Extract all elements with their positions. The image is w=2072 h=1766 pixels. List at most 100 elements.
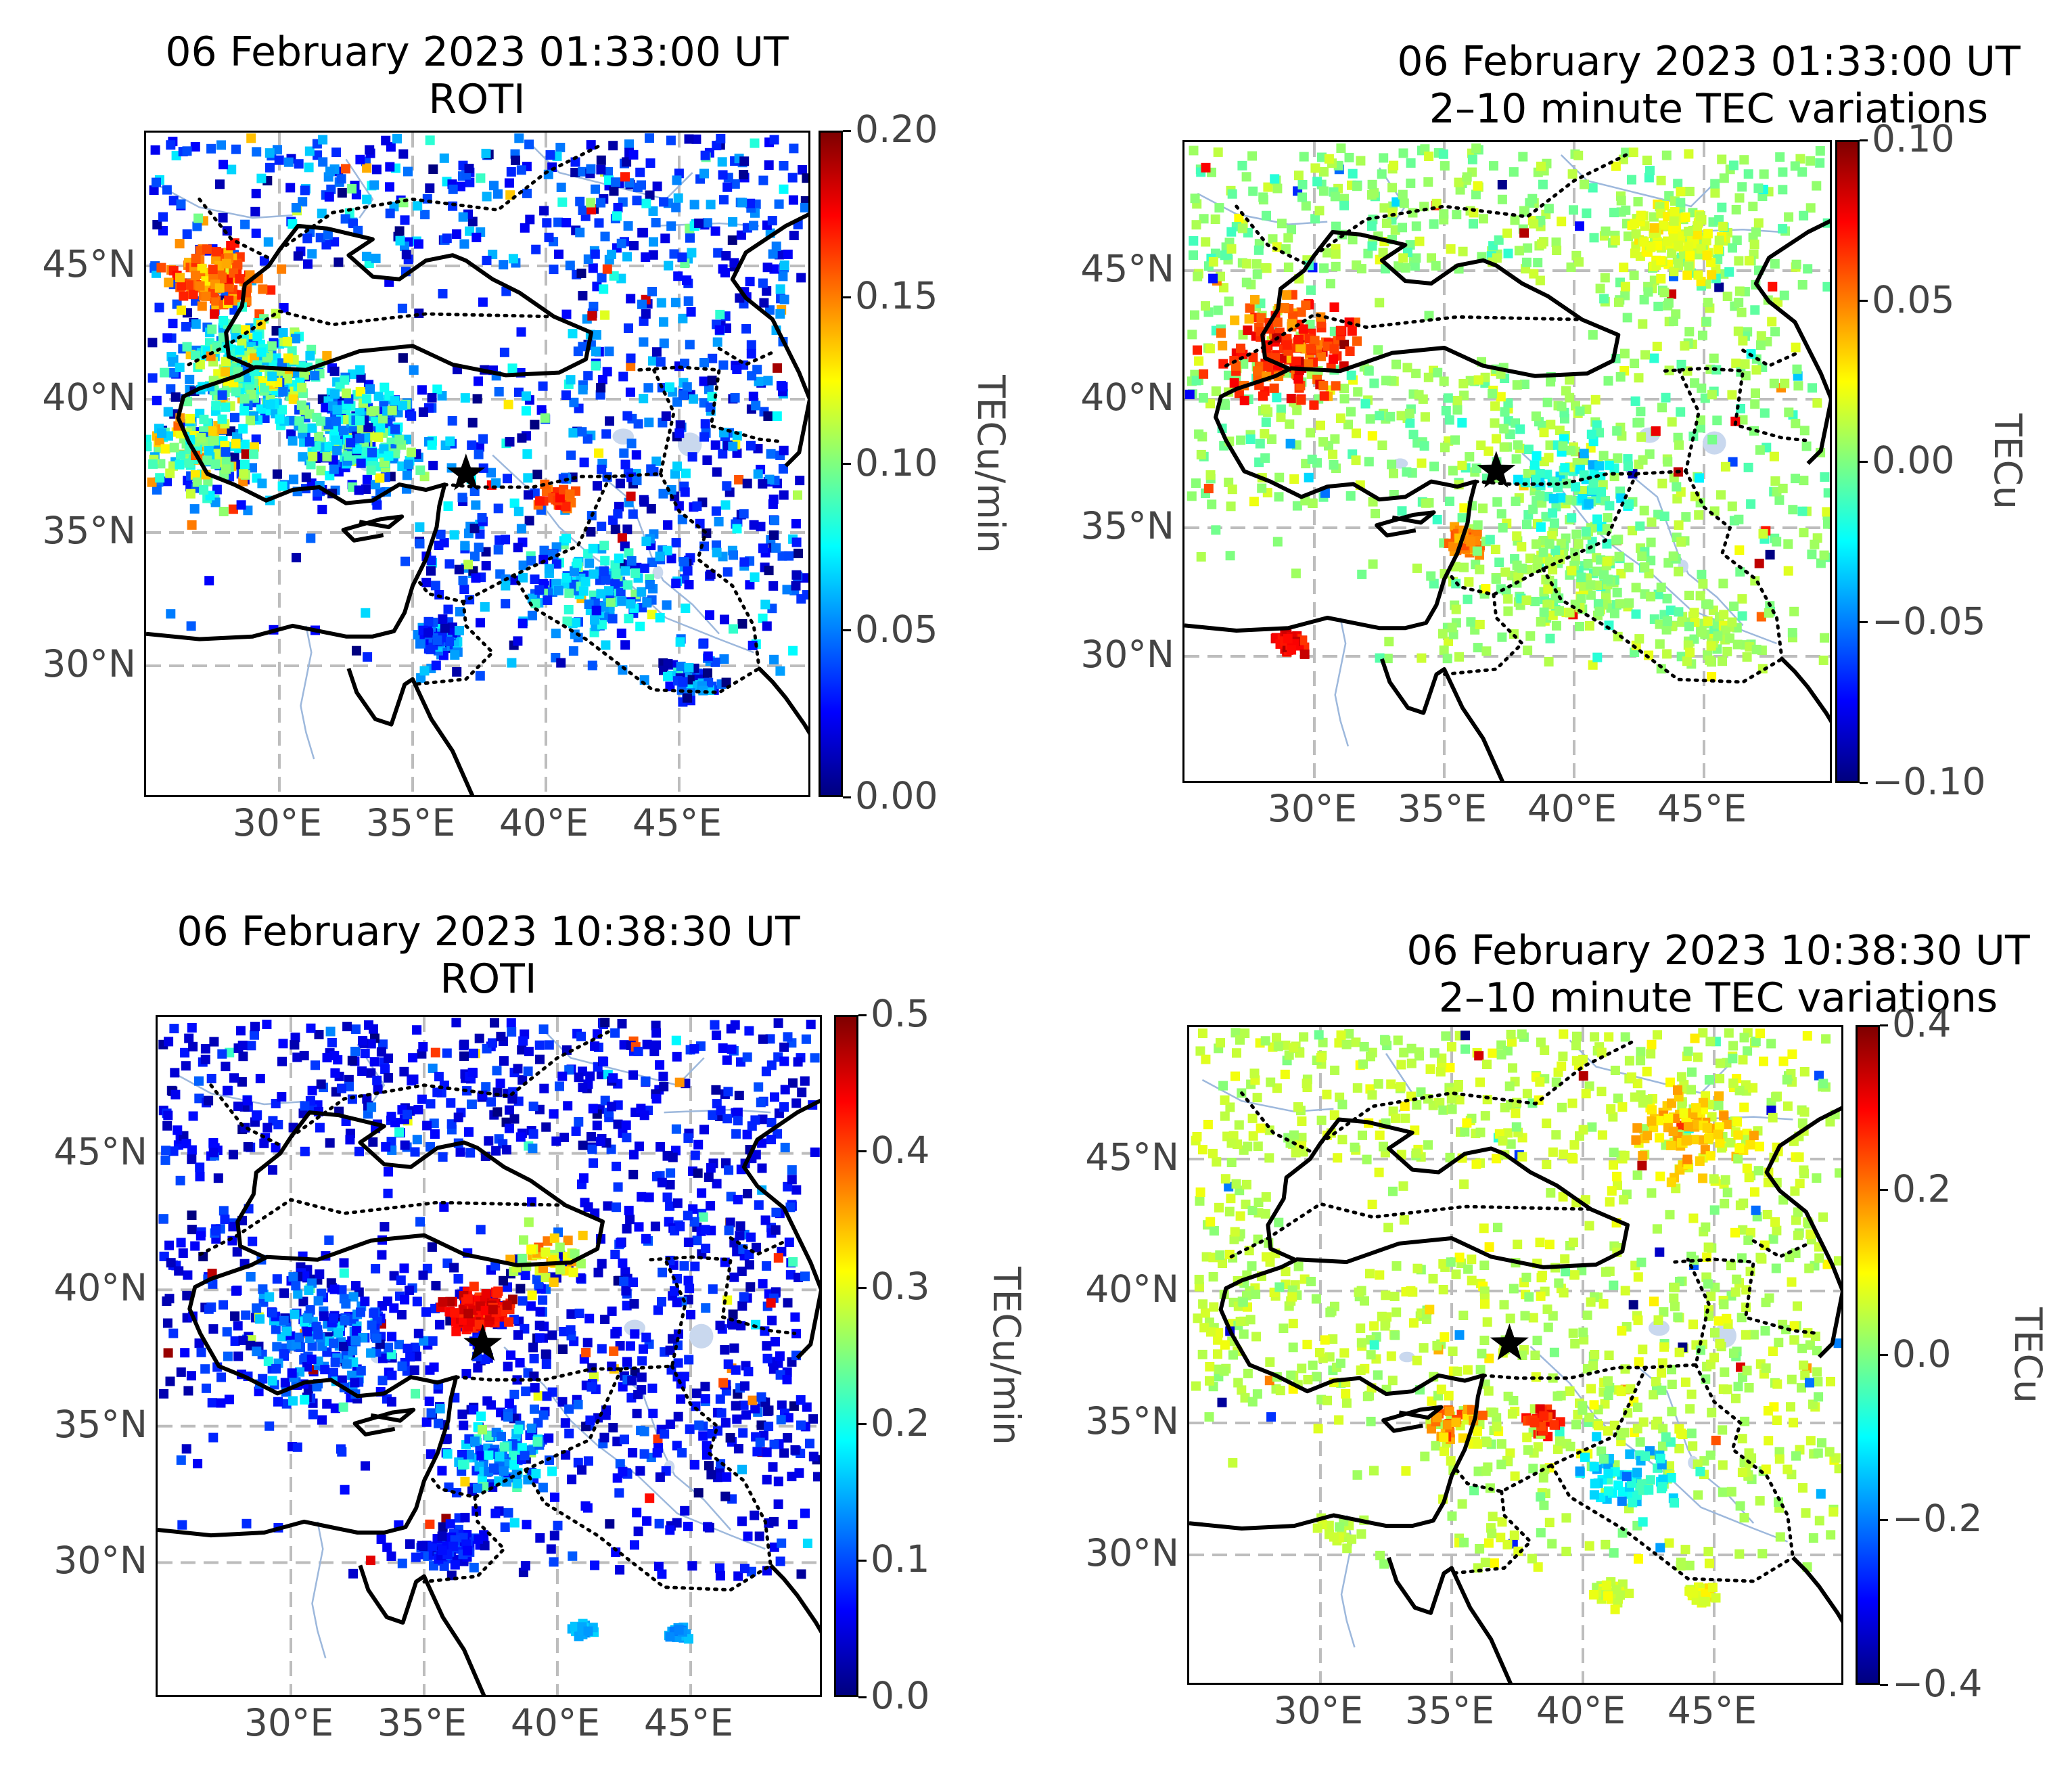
- top-left-data-point: [791, 581, 801, 591]
- top-left-data-point: [331, 435, 341, 445]
- top-left-data-point: [684, 662, 694, 673]
- top-left-data-point: [796, 273, 806, 283]
- top-right-data-point: [1429, 219, 1439, 229]
- top-left-data-point: [478, 297, 488, 307]
- bottom-left-data-point: [737, 1516, 747, 1526]
- top-right-data-point: [1601, 226, 1611, 236]
- top-left-data-point: [369, 406, 379, 416]
- bottom-left-data-point: [806, 1020, 816, 1030]
- top-right-border: [1224, 312, 1584, 368]
- top-left-data-point: [626, 353, 636, 363]
- bottom-left-river: [170, 1070, 304, 1106]
- top-right-data-point: [1194, 356, 1204, 366]
- top-left-data-point: [521, 406, 531, 416]
- top-left-data-point: [418, 407, 428, 417]
- bottom-left-data-point: [411, 1342, 421, 1353]
- bottom-left-data-point: [693, 1488, 704, 1498]
- top-right-data-point: [1566, 262, 1576, 272]
- bottom-left-data-point: [692, 1236, 702, 1246]
- bottom-left-data-point: [574, 1072, 584, 1083]
- top-right-data-point: [1737, 182, 1747, 192]
- top-right-data-point: [1473, 181, 1483, 191]
- top-left-data-point: [277, 481, 287, 491]
- top-right-data-point: [1514, 246, 1524, 256]
- top-right-data-point: [1316, 420, 1325, 430]
- top-right-data-point: [1411, 221, 1421, 231]
- top-left-data-point: [185, 489, 195, 499]
- top-right-data-point: [1398, 189, 1408, 200]
- bottom-left-data-point: [425, 1519, 435, 1529]
- top-left-coastline: [341, 514, 405, 543]
- top-left-data-point: [539, 545, 549, 556]
- top-right-data-point: [1685, 250, 1695, 261]
- top-right-data-point: [1718, 656, 1727, 666]
- bottom-left-data-point: [517, 1045, 527, 1055]
- top-right-data-point: [1241, 172, 1251, 182]
- top-left-data-point: [184, 458, 194, 468]
- top-right-data-point: [1398, 253, 1408, 263]
- top-left-data-point: [402, 470, 412, 480]
- top-left-data-point: [283, 373, 292, 384]
- bottom-left-data-point: [278, 1039, 288, 1049]
- top-right-data-point: [1676, 407, 1686, 417]
- top-right-data-point: [1410, 261, 1420, 271]
- bottom-left-data-point: [330, 1403, 340, 1413]
- top-left-data-point: [235, 274, 245, 284]
- top-right-data-point: [1684, 622, 1694, 631]
- top-right-data-point: [1674, 258, 1683, 268]
- top-left-data-point: [605, 416, 614, 426]
- top-left-data-point: [791, 537, 802, 547]
- top-left-data-point: [758, 613, 768, 623]
- top-left-data-point: [231, 438, 241, 449]
- top-left-data-point: [341, 164, 350, 174]
- top-left-data-point: [577, 427, 587, 437]
- top-left-data-point: [783, 249, 793, 259]
- top-left-data-point: [594, 218, 604, 228]
- bottom-left-data-point: [476, 1225, 486, 1235]
- top-right-data-point: [1812, 181, 1822, 191]
- top-right-data-point: [1379, 203, 1389, 213]
- top-right-data-point: [1799, 426, 1810, 436]
- bottom-left-data-point: [376, 1534, 386, 1544]
- top-left-data-point: [524, 139, 534, 150]
- bottom-left-data-point: [233, 1321, 243, 1331]
- bottom-left-data-point: [731, 1108, 741, 1118]
- top-right-data-point: [1703, 599, 1713, 610]
- top-right-points: [1184, 143, 1830, 682]
- top-right-data-point: [1655, 639, 1665, 649]
- top-left-data-point: [482, 191, 492, 202]
- bottom-left-data-point: [633, 1526, 643, 1537]
- top-right-data-point: [1670, 207, 1680, 217]
- top-left-data-point: [459, 239, 469, 249]
- top-left-y-tick-label: 35°N: [42, 509, 136, 552]
- top-right-data-point: [1417, 653, 1427, 663]
- bottom-left-data-point: [658, 1071, 668, 1081]
- top-left-data-point: [332, 405, 342, 415]
- top-left-data-point: [746, 440, 756, 451]
- bottom-left-data-point: [471, 1506, 482, 1516]
- top-right-data-point: [1283, 263, 1293, 272]
- top-left-data-point: [645, 133, 654, 143]
- top-right-data-point: [1492, 434, 1501, 444]
- bottom-left-data-point: [577, 1465, 586, 1475]
- top-left-data-point: [717, 157, 727, 167]
- top-left-data-point: [719, 654, 729, 664]
- top-right-data-point: [1529, 460, 1540, 470]
- top-left-data-point: [152, 395, 162, 405]
- top-right-data-point: [1184, 389, 1195, 399]
- bottom-left-data-point: [676, 1394, 686, 1404]
- bottom-left-data-point: [735, 1221, 745, 1231]
- top-left-data-point: [413, 201, 423, 211]
- top-right-data-point: [1458, 246, 1468, 256]
- top-right-data-point: [1320, 488, 1330, 498]
- top-left-data-point: [183, 397, 193, 407]
- top-right-data-point: [1438, 149, 1448, 159]
- top-right-data-point: [1725, 633, 1734, 643]
- top-left-data-point: [147, 338, 158, 348]
- top-left-data-point: [310, 371, 320, 381]
- top-left-data-point: [332, 445, 342, 455]
- top-right-data-point: [1647, 517, 1657, 527]
- top-left-data-point: [728, 441, 738, 451]
- top-right-data-point: [1690, 378, 1700, 388]
- top-left-data-point: [551, 629, 561, 639]
